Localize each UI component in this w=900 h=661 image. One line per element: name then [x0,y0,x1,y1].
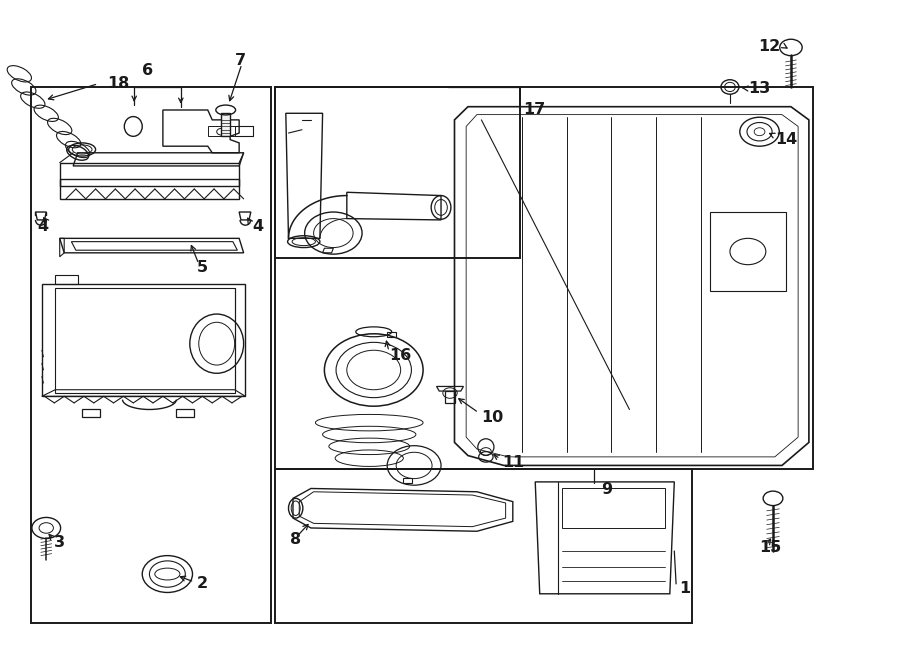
Bar [275,87,520,258]
Text: 11: 11 [502,455,525,470]
Text: 13: 13 [748,81,770,96]
Bar [55,274,77,284]
Text: 7: 7 [235,53,246,68]
Text: 10: 10 [482,410,504,425]
Polygon shape [221,113,230,136]
Text: 14: 14 [775,132,797,147]
Text: 18: 18 [107,76,130,91]
Text: 16: 16 [389,348,411,363]
Text: 5: 5 [197,260,208,276]
Text: 3: 3 [53,535,65,550]
Text: 4: 4 [253,219,264,234]
Text: 15: 15 [760,540,782,555]
Text: 17: 17 [524,102,545,118]
Text: 2: 2 [197,576,208,592]
Bar [275,87,814,469]
Text: 9: 9 [600,483,612,497]
Text: 8: 8 [291,532,302,547]
Bar [275,469,692,623]
Text: 1: 1 [679,581,690,596]
Text: 6: 6 [142,63,153,78]
Text: 4: 4 [37,219,48,234]
Bar [710,212,787,291]
Bar [31,87,271,623]
Text: 12: 12 [758,38,780,54]
